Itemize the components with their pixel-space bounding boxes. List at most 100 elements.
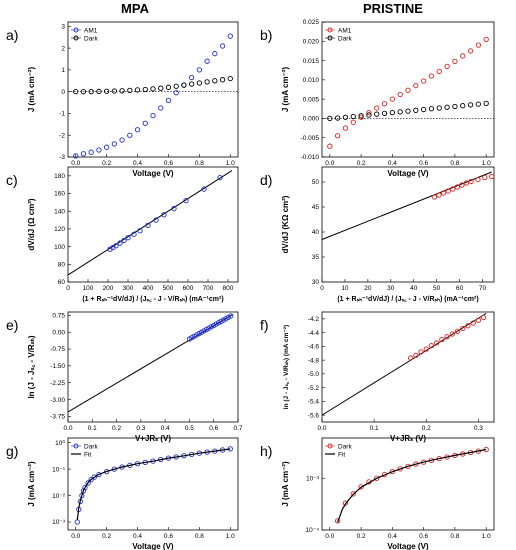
data-point-a-1	[88, 89, 94, 95]
data-point-c-0	[117, 240, 123, 246]
panel-letter-c: c)	[6, 172, 18, 188]
data-point-a-0	[204, 58, 210, 64]
data-point-d-0	[431, 194, 438, 200]
data-point-b-1	[334, 115, 341, 121]
data-point-c-0	[153, 217, 159, 223]
data-point-a-0	[96, 147, 102, 153]
data-point-b-0	[436, 68, 442, 75]
y-tick-label: -5.6	[308, 412, 320, 419]
data-point-a-0	[150, 112, 156, 119]
x-tick-label: 0.2	[112, 425, 121, 432]
y-axis-label-b: J (mA cm⁻²)	[281, 67, 290, 113]
legend-entry-b: AM1	[338, 27, 352, 34]
data-point-b-0	[327, 143, 333, 149]
y-tick-label: 10⁻³	[306, 475, 320, 482]
y-tick-label: 60	[58, 279, 66, 286]
y-tick-label: 80	[58, 262, 66, 269]
x-axis-label-a: Voltage (V)	[132, 169, 174, 178]
data-point-a-1	[227, 75, 233, 82]
data-point-b-1	[444, 104, 450, 110]
data-point-b-0	[452, 58, 458, 64]
data-point-f-0	[434, 340, 440, 346]
data-point-a-0	[158, 105, 164, 111]
data-point-c-0	[201, 186, 207, 192]
data-point-b-0	[389, 96, 396, 102]
data-point-f-0	[439, 336, 445, 343]
data-point-a-1	[188, 81, 195, 87]
data-point-a-0	[80, 151, 87, 157]
data-point-c-0	[183, 197, 189, 204]
data-point-g-0	[91, 474, 97, 480]
data-point-f-0	[423, 346, 429, 352]
legend-entry-a: Dark	[84, 35, 98, 42]
data-point-b-1	[413, 107, 419, 113]
x-tick-label: 800	[223, 285, 234, 292]
x-tick-label: 30	[387, 285, 395, 292]
legend-entry-g: Fit	[84, 451, 91, 458]
data-point-c-0	[217, 174, 223, 181]
x-tick-label: 0.8	[195, 160, 204, 167]
y-axis-label-g: J (mA cm⁻²)	[27, 461, 36, 507]
y-tick-label: 0.020	[303, 38, 320, 45]
x-tick-label: 400	[143, 285, 154, 292]
series-line-h-1	[337, 448, 487, 523]
y-tick-label: -3.00	[50, 397, 65, 404]
data-point-h-0	[334, 518, 341, 524]
y-tick-label: -2	[59, 132, 65, 139]
data-point-c-0	[137, 228, 143, 234]
y-tick-label: -4.2	[308, 316, 320, 323]
legend-swatch-a	[73, 35, 79, 41]
data-point-b-1	[452, 103, 458, 110]
data-point-a-1	[103, 88, 110, 94]
data-point-a-1	[219, 77, 226, 83]
data-point-d-0	[440, 190, 447, 196]
plot-frame-c	[67, 166, 239, 283]
x-tick-label: 0.6	[419, 160, 428, 167]
legend-entry-h: Fit	[338, 451, 345, 458]
x-tick-label: 0.1	[88, 425, 97, 432]
data-point-a-1	[134, 87, 141, 93]
x-tick-label: 0.0	[325, 533, 334, 540]
y-tick-label: 0.015	[303, 58, 320, 65]
data-point-a-1	[158, 85, 164, 91]
panel-letter-b: b)	[260, 27, 272, 43]
plot-frame-f	[321, 311, 495, 423]
data-point-b-0	[460, 53, 466, 59]
data-point-f-0	[470, 320, 476, 326]
x-tick-label: 0.3	[474, 425, 483, 432]
y-tick-label: 0.75	[52, 313, 65, 320]
y-tick-label: 10⁻³	[52, 519, 66, 526]
plot-frame-d	[321, 166, 495, 283]
x-tick-label: 0.0	[63, 425, 72, 432]
panel-letter-e: e)	[6, 317, 18, 333]
data-point-a-1	[127, 87, 133, 94]
y-tick-label: -2.25	[50, 380, 65, 387]
x-tick-label: 70	[479, 285, 487, 292]
data-point-d-0	[454, 184, 460, 190]
data-point-a-0	[165, 97, 172, 104]
chart-f: f) 0.0 0.1 0.2 0.3 -5.6 -5.4 -5.2 -5.0 -4.8 -4.6 -4…	[260, 311, 495, 443]
data-point-f-0	[407, 355, 414, 361]
legend-swatch-a	[73, 27, 79, 33]
y-tick-label: -3.75	[50, 414, 65, 421]
fit-line-f	[321, 312, 487, 416]
data-point-a-0	[212, 50, 218, 57]
x-tick-label: 0.2	[102, 160, 111, 167]
x-tick-label: 0.2	[422, 425, 431, 432]
panel-letter-d: d)	[260, 172, 272, 188]
x-tick-label: 0	[320, 285, 324, 292]
data-point-g-0	[88, 476, 94, 483]
data-point-c-0	[171, 205, 177, 212]
x-tick-label: 0.0	[317, 425, 326, 432]
x-tick-label: 50	[433, 285, 441, 292]
data-point-b-0	[374, 105, 380, 111]
x-tick-label: 0.2	[357, 160, 366, 167]
y-tick-label: -1	[59, 111, 65, 118]
y-tick-label: 40	[312, 229, 320, 236]
data-point-b-1	[467, 102, 474, 108]
data-point-a-0	[88, 149, 94, 155]
x-tick-label: 0.8	[450, 533, 459, 540]
fit-line-e	[67, 313, 234, 413]
data-point-b-0	[358, 114, 364, 120]
x-tick-label: 40	[410, 285, 418, 292]
